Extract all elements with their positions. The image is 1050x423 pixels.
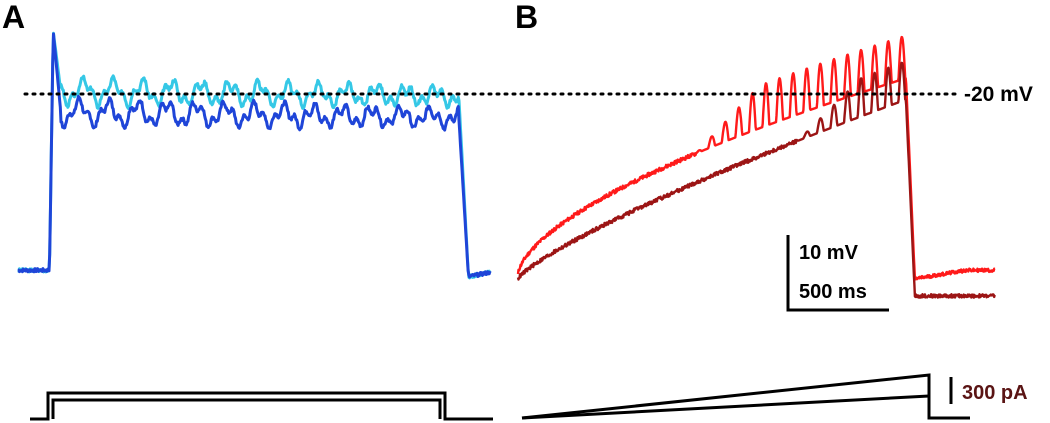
trace-b-2	[516, 61, 996, 299]
stimulus-a	[30, 391, 493, 421]
trace-a-2	[17, 32, 492, 279]
stimulus-b-ramp-low	[521, 394, 930, 420]
scale-bar-current-label: 300 pA	[962, 382, 1028, 404]
scale-bar-voltage-label: 10 mV	[799, 242, 859, 264]
panel-label-b: B	[515, 0, 538, 35]
scale-bar-time-label: 500 ms	[799, 281, 867, 303]
trace-a-1	[17, 31, 492, 280]
stimulus-a-step-low	[51, 398, 442, 419]
panel-label-a: A	[2, 0, 25, 35]
stimulus-b	[521, 373, 970, 420]
scale-bar-voltage-time	[786, 235, 889, 312]
reference-line-label: -20 mV	[964, 83, 1033, 106]
stimulus-a-step-high	[30, 391, 493, 421]
trace-b-1	[516, 35, 996, 281]
voltage-traces	[17, 31, 996, 299]
